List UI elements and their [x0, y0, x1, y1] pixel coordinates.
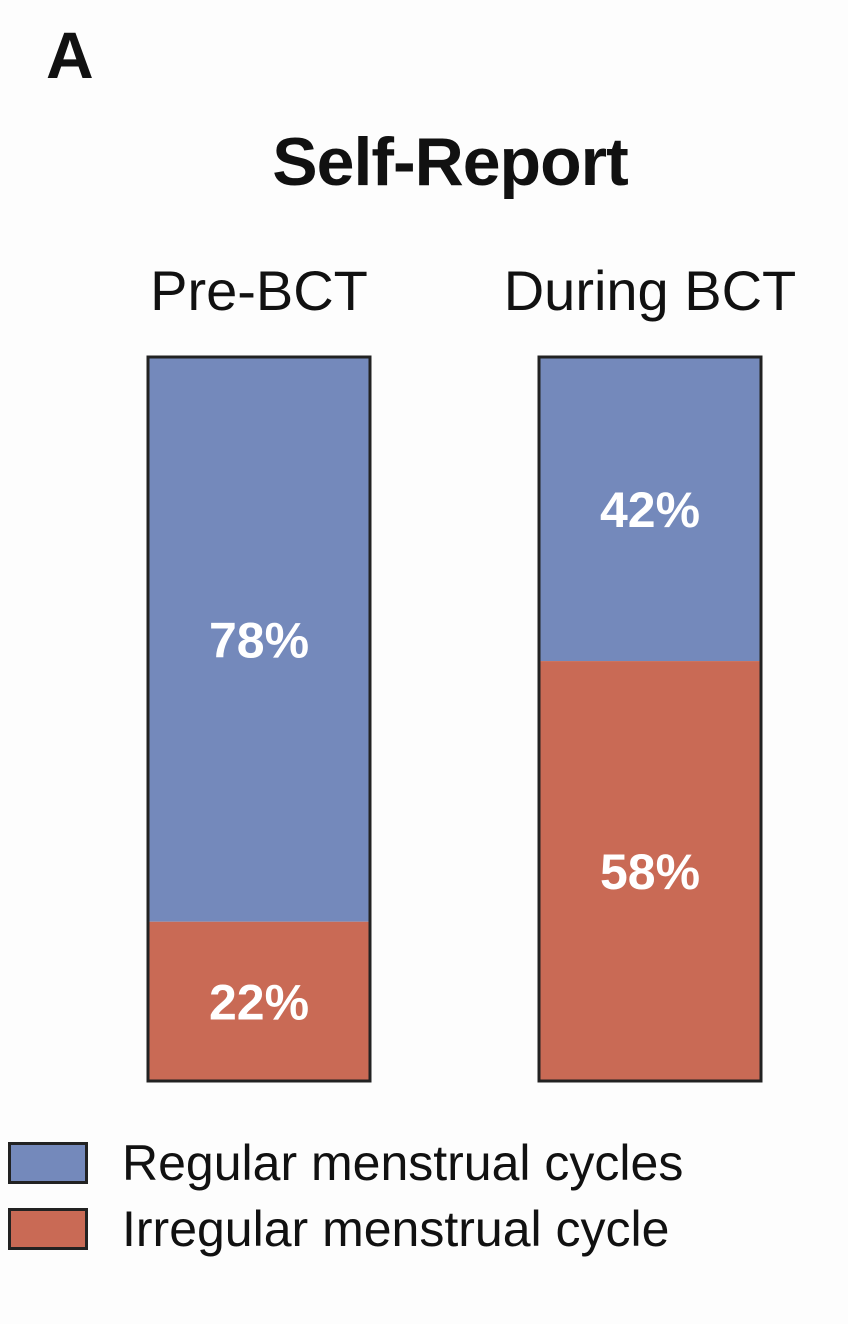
- bar-outline-0: [146, 355, 372, 1083]
- data-label-irregular-0: 22%: [209, 974, 309, 1030]
- legend-item-regular: Regular menstrual cycles: [8, 1134, 683, 1192]
- data-label-regular-1: 42%: [600, 482, 700, 538]
- bar-segment-irregular-1: [539, 661, 761, 1081]
- category-label-0: Pre-BCT: [150, 259, 368, 322]
- legend-swatch-regular: [8, 1142, 88, 1184]
- data-label-regular-0: 78%: [209, 612, 309, 668]
- bar-segment-regular-1: [539, 357, 761, 662]
- panel-letter: A: [46, 18, 94, 92]
- legend-label-regular: Regular menstrual cycles: [122, 1135, 684, 1191]
- bar-segment-irregular-0: [148, 921, 370, 1081]
- bar-segment-regular-0: [148, 357, 370, 922]
- legend-item-irregular: Irregular menstrual cycle: [8, 1200, 683, 1258]
- data-label-irregular-1: 58%: [600, 844, 700, 900]
- legend-swatch-irregular: [8, 1208, 88, 1250]
- category-label-1: During BCT: [504, 259, 797, 322]
- chart-title: Self-Report: [272, 124, 628, 200]
- chart-legend: Regular menstrual cycles Irregular menst…: [8, 1134, 683, 1266]
- bar-outline-1: [537, 355, 763, 1083]
- legend-label-irregular: Irregular menstrual cycle: [122, 1201, 670, 1257]
